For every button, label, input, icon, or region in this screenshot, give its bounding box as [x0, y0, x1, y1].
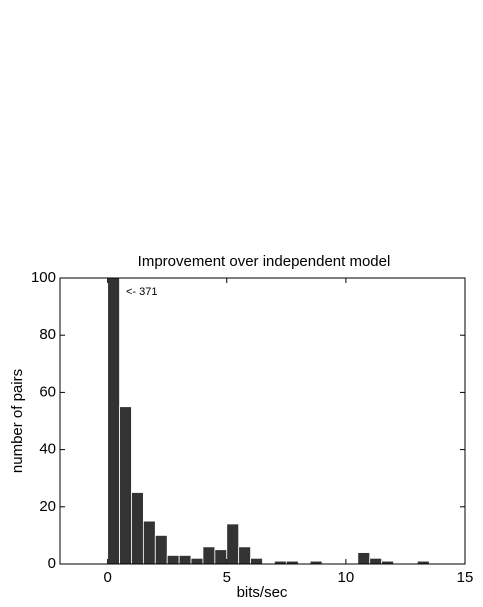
bar: [142, 520, 156, 564]
bar: [226, 523, 240, 564]
bar: [285, 560, 299, 564]
plot-frame: [59, 277, 466, 565]
bars: [107, 278, 430, 564]
x-tick-label: 15: [457, 569, 474, 586]
bar: [357, 552, 371, 564]
y-axis-label: number of pairs: [9, 369, 26, 473]
bar: [381, 560, 394, 564]
chart-title: Improvement over independent model: [138, 253, 391, 270]
bar: [178, 555, 192, 564]
bar: [131, 492, 144, 564]
y-tick-label: 60: [39, 383, 56, 400]
x-tick-label: 10: [338, 569, 355, 586]
bar: [202, 546, 216, 564]
bar: [214, 549, 228, 564]
bar: [369, 557, 383, 564]
bar: [238, 546, 251, 564]
y-tick-label: 20: [39, 498, 56, 515]
bar: [119, 406, 132, 564]
x-tick-label: 5: [223, 569, 231, 586]
annotation: <- 371: [126, 286, 158, 298]
bar: [250, 557, 263, 564]
x-axis-label: bits/sec: [237, 584, 288, 601]
bar: [309, 560, 323, 564]
y-tick-label: 100: [31, 269, 56, 286]
x-tick-label: 0: [103, 569, 111, 586]
bar: [416, 560, 430, 564]
bar: [154, 535, 168, 564]
bar: [166, 555, 180, 564]
y-tick-label: 40: [39, 441, 56, 458]
bar: [190, 557, 204, 564]
bar: [107, 278, 120, 564]
y-tick-label: 0: [48, 555, 56, 572]
y-tick-label: 80: [39, 326, 56, 343]
